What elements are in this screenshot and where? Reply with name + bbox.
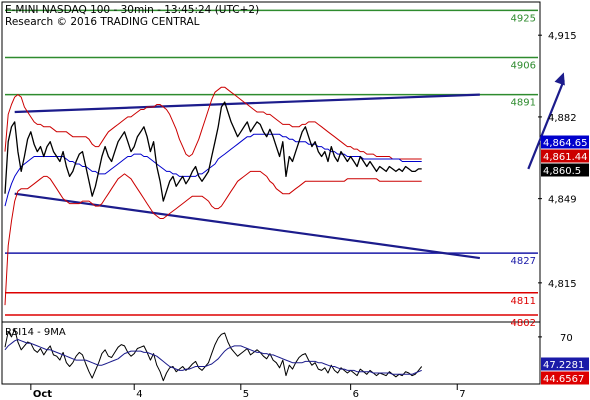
rsi-y-tick-label: 70 bbox=[560, 333, 573, 344]
rsi-badge-rsi-label: 47.2281 bbox=[543, 360, 584, 371]
level-label-4827: 4827 bbox=[511, 256, 536, 267]
rsi-ma-line bbox=[4, 339, 422, 375]
price-badge-last-price-box bbox=[541, 163, 589, 177]
level-label-4811: 4811 bbox=[511, 296, 536, 307]
level-label-4925: 4925 bbox=[511, 13, 536, 24]
rsi-panel-title: RSI14 - 9MA bbox=[5, 327, 66, 338]
price-line bbox=[4, 101, 422, 202]
rsi-badge-rsi-ma-label: 44.6567 bbox=[543, 374, 584, 385]
bollinger-bands bbox=[4, 86, 422, 306]
y-tick-label: 4,882 bbox=[548, 113, 577, 124]
moving-average bbox=[4, 133, 422, 207]
trendline-upper bbox=[14, 93, 480, 114]
horizontal-levels: 4925 4906 4891 4827 4811 4802 bbox=[5, 9, 538, 329]
rsi-panel-frame bbox=[1, 321, 541, 385]
moving-average-line bbox=[4, 133, 422, 207]
x-tick-label: 6 bbox=[353, 389, 359, 400]
projection-arrow-head bbox=[554, 72, 565, 86]
price-badge-moving-average-box bbox=[541, 135, 589, 149]
x-tick-label: 7 bbox=[459, 389, 465, 400]
price-y-axis: 4,915 4,882 4,849 4,815 70 bbox=[538, 31, 577, 344]
level-label-4891: 4891 bbox=[511, 98, 536, 109]
projection-arrow bbox=[527, 72, 565, 170]
rsi-badge-rsi-ma-box bbox=[541, 371, 589, 385]
level-label-4906: 4906 bbox=[511, 60, 536, 71]
bollinger-lower-band bbox=[4, 170, 422, 306]
rsi-badge-rsi-box bbox=[541, 357, 589, 371]
price-series bbox=[4, 101, 422, 202]
time-x-axis: Oct 4 5 6 7 bbox=[30, 384, 466, 400]
price-badge-last-price-label: 4,860.5 bbox=[543, 166, 581, 177]
rsi-series bbox=[4, 328, 423, 382]
price-badge-bollinger-box bbox=[541, 149, 589, 163]
price-badges: 4,864.65 4,861.44 4,860.5 47.2281 44.6567 bbox=[541, 135, 589, 385]
x-tick-label: Oct bbox=[33, 389, 52, 400]
trendlines bbox=[14, 93, 481, 260]
trendline-lower bbox=[14, 192, 481, 260]
y-tick-label: 4,849 bbox=[548, 195, 577, 206]
price-badge-moving-average-label: 4,864.65 bbox=[543, 138, 588, 149]
level-label-4802: 4802 bbox=[511, 318, 536, 329]
price-badge-bollinger-label: 4,861.44 bbox=[543, 152, 588, 163]
projection-arrow-shaft bbox=[527, 79, 565, 170]
bollinger-upper-band bbox=[4, 86, 422, 160]
x-tick-label: 5 bbox=[243, 389, 249, 400]
y-tick-label: 4,815 bbox=[548, 279, 577, 290]
x-tick-label: 4 bbox=[136, 389, 142, 400]
chart-credit: Research © 2016 TRADING CENTRAL bbox=[5, 16, 200, 28]
chart-title: E-MINI NASDAQ 100 - 30min - 13:45:24 (UT… bbox=[5, 4, 259, 16]
y-tick-label: 4,915 bbox=[548, 31, 577, 42]
